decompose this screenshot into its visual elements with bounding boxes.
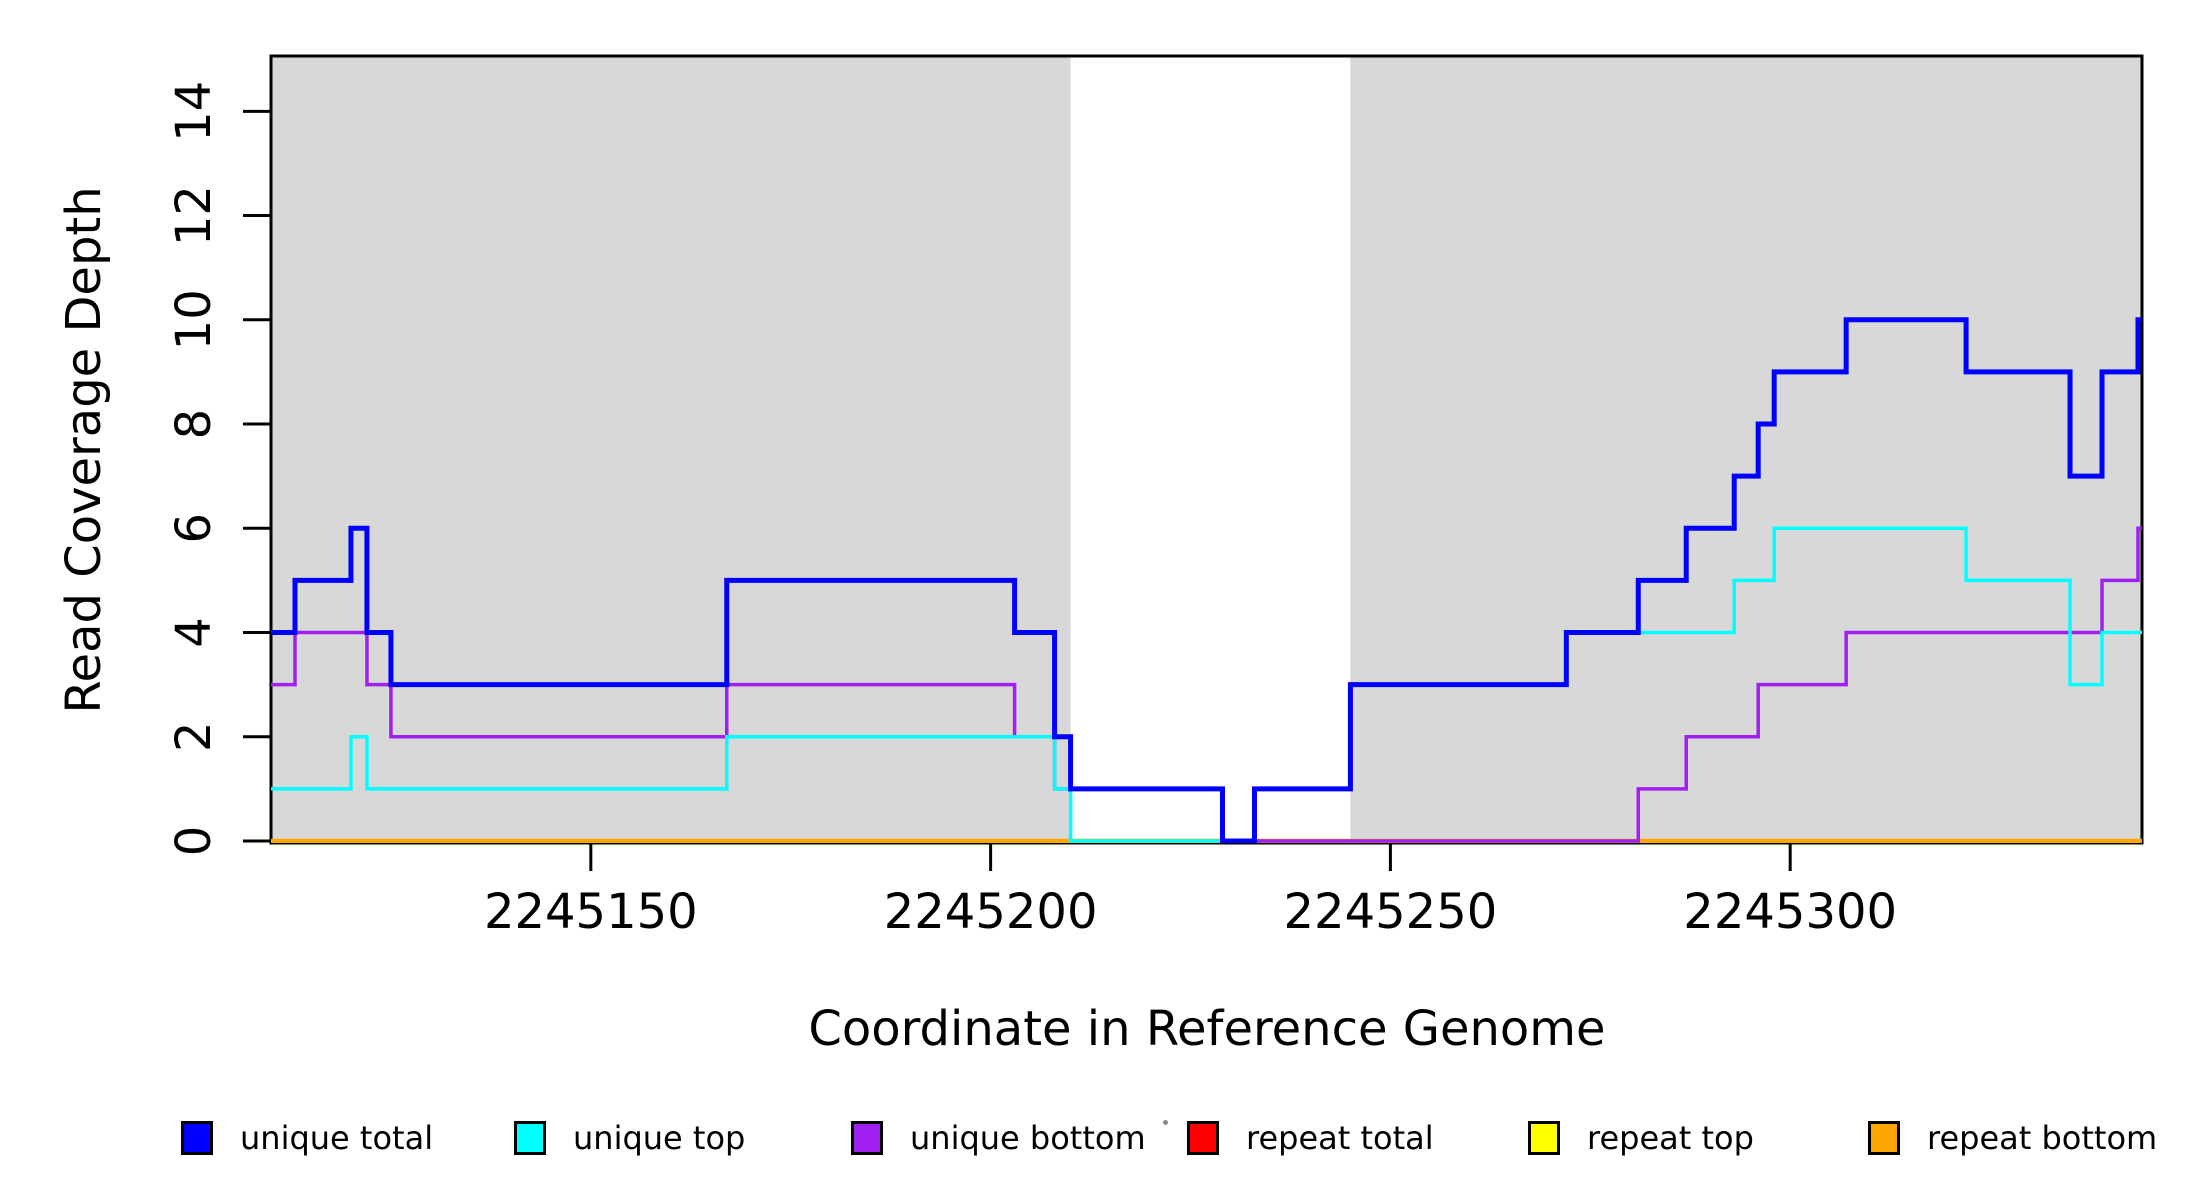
y-tick-label: 8 [166,409,222,440]
shaded-region [1350,56,2142,843]
x-axis: 2245150 2245200 2245250 2245300 [484,843,1897,940]
x-axis-title: Coordinate in Reference Genome [808,1001,1605,1057]
y-tick-label: 4 [166,617,222,648]
x-tick-label: 2245200 [884,884,1098,940]
y-tick-label: 14 [166,81,222,142]
x-tick-label: 2245250 [1284,884,1498,940]
series-lines [271,317,2142,843]
speck-artifact [1163,1120,1168,1125]
shaded-regions [271,56,2142,843]
y-tick-label: 2 [166,721,222,752]
y-tick-label: 10 [166,289,222,350]
y-tick-label: 6 [166,513,222,544]
x-tick-label: 2245150 [484,884,698,940]
y-axis: 0 2 4 6 8 10 12 14 [166,81,271,856]
y-tick-label: 12 [166,185,222,246]
y-tick-label: 0 [166,826,222,857]
series-line-unique-total [271,317,2142,843]
y-axis-title: Read Coverage Depth [56,186,112,713]
x-tick-label: 2245300 [1683,884,1897,940]
shaded-region [271,56,1071,843]
